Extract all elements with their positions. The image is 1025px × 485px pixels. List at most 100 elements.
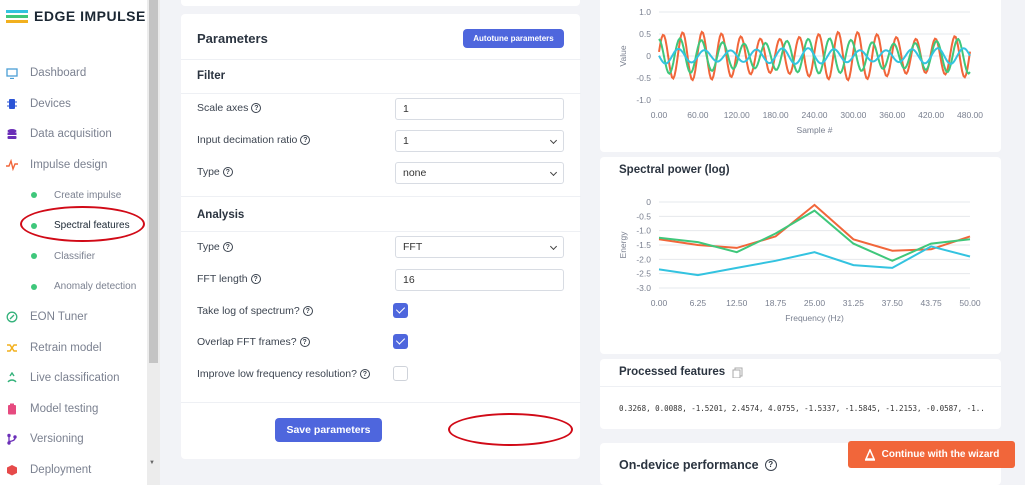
x-tick-label: 31.25 (843, 298, 865, 308)
x-tick-label: 60.00 (687, 110, 709, 120)
help-icon[interactable]: ? (764, 459, 777, 471)
scroll-down-arrow-icon[interactable]: ▼ (149, 460, 155, 466)
fft-length-input[interactable]: 16 (395, 269, 564, 291)
x-tick-label: 480.00 (957, 110, 983, 120)
x-tick-label: 420.00 (918, 110, 944, 120)
sidebar-item-create-impulse[interactable]: Create impulse (0, 180, 147, 211)
series-line (658, 47, 971, 65)
sidebar-item-label: Model testing (30, 402, 99, 415)
spectral-power-chart: 0 -0.5 -1.0 -1.5 -2.0 -2.5 -3.00.00 6.25 12.50 18… (618, 197, 981, 323)
help-icon[interactable]: ? (222, 242, 233, 252)
series-line (658, 209, 971, 262)
branch-icon (6, 433, 18, 445)
divider (181, 231, 581, 232)
x-tick-label: 37.50 (882, 298, 904, 308)
sidebar-item-label: Devices (30, 97, 71, 110)
sidebar-item-deployment[interactable]: Deployment (0, 455, 147, 485)
shuffle-icon (6, 342, 18, 354)
sidebar-item-label: Retrain model (30, 341, 102, 354)
y-axis-label: Value (618, 45, 628, 66)
continue-wizard-button[interactable]: Continue with the wizard (848, 441, 1015, 468)
sidebar-item-classifier[interactable]: Classifier (0, 241, 147, 272)
sidebar-scrollbar-thumb[interactable] (149, 0, 158, 363)
sidebar-item-label: Anomaly detection (54, 281, 137, 293)
status-dot-icon (31, 253, 37, 260)
x-tick-label: 18.75 (765, 298, 787, 308)
sidebar-item-impulse-design[interactable]: Impulse design (0, 150, 147, 181)
status-dot-icon (31, 283, 37, 290)
divider (600, 386, 1001, 387)
analysis-heading: Analysis (197, 209, 245, 221)
y-tick-label: 0.5 (639, 29, 651, 39)
sidebar-item-spectral-features[interactable]: Spectral features (0, 211, 147, 242)
sidebar-item-retrain-model[interactable]: Retrain model (0, 333, 147, 364)
improve-resolution-label: Improve low frequency resolution?? (197, 368, 370, 380)
y-tick-label: -0.5 (636, 73, 651, 83)
take-log-label: Take log of spectrum?? (197, 305, 313, 317)
previous-card-edge (181, 0, 580, 6)
sidebar-item-dashboard[interactable]: Dashboard (0, 58, 147, 89)
sidebar-item-devices[interactable]: Devices (0, 89, 147, 120)
filter-heading: Filter (197, 70, 226, 82)
x-tick-label: 120.00 (724, 110, 750, 120)
status-dot-icon (31, 222, 37, 229)
scale-axes-input[interactable]: 1 (395, 98, 564, 120)
overlap-fft-label: Overlap FFT frames?? (197, 336, 310, 348)
sidebar-item-versioning[interactable]: Versioning (0, 424, 147, 455)
logo[interactable]: EDGE IMPULSE (6, 8, 146, 24)
analysis-type-label: Type? (197, 241, 233, 253)
live-icon (6, 372, 18, 384)
help-icon[interactable]: ? (302, 306, 313, 316)
help-icon[interactable]: ? (299, 337, 310, 347)
divider (181, 196, 581, 197)
decimation-ratio-select[interactable]: 1 (395, 130, 564, 152)
sidebar-item-label: EON Tuner (30, 311, 88, 324)
processed-features-title: Processed features (619, 366, 726, 378)
y-tick-label: -1.0 (636, 95, 651, 105)
autotune-parameters-button[interactable]: Autotune parameters (463, 29, 564, 48)
sidebar-item-label: Data acquisition (30, 128, 112, 141)
y-tick-label: -2.5 (636, 269, 651, 279)
analysis-type-select[interactable]: FFT (395, 236, 564, 258)
spectral-power-title: Spectral power (log) (619, 164, 730, 176)
y-tick-label: -1.0 (636, 226, 651, 236)
series-line (658, 30, 971, 82)
sidebar-item-data-acquisition[interactable]: Data acquisition (0, 119, 147, 150)
filter-type-select[interactable]: none (395, 162, 564, 184)
sidebar-item-label: Deployment (30, 463, 92, 476)
database-icon (6, 128, 18, 140)
x-tick-label: 360.00 (879, 110, 905, 120)
x-tick-label: 300.00 (840, 110, 866, 120)
filter-type-label: Type? (197, 166, 233, 178)
help-icon[interactable]: ? (222, 167, 233, 177)
sidebar-item-anomaly-detection[interactable]: Anomaly detection (0, 272, 147, 303)
y-tick-label: 0 (646, 197, 651, 207)
sidebar-nav: Dashboard Devices Data acquisition Impulse … (0, 58, 147, 485)
processed-features-values: 0.3268, 0.0088, -1.5201, 2.4574, 4.0755,… (619, 404, 985, 413)
sidebar-item-label: Dashboard (30, 67, 87, 80)
logo-text: EDGE IMPULSE (34, 8, 146, 24)
x-tick-label: 12.50 (726, 298, 748, 308)
take-log-checkbox[interactable] (393, 303, 408, 318)
x-axis-label: Frequency (Hz) (785, 313, 844, 323)
help-icon[interactable]: ? (250, 274, 261, 284)
save-parameters-button[interactable]: Save parameters (275, 418, 382, 442)
sidebar-item-label: Create impulse (54, 189, 122, 201)
help-icon[interactable]: ? (251, 103, 262, 113)
improve-resolution-checkbox[interactable] (393, 366, 408, 381)
raw-data-chart: 1.0 0.5 0 -0.5 -1.00.00 60.00 120.00 180.00 240.… (618, 7, 983, 135)
help-icon[interactable]: ? (359, 369, 370, 379)
overlap-fft-checkbox[interactable] (393, 334, 408, 349)
x-tick-label: 25.00 (804, 298, 826, 308)
help-icon[interactable]: ? (300, 135, 311, 145)
copy-icon[interactable] (732, 367, 743, 378)
on-device-performance-title: On-device performance (619, 458, 759, 472)
series-line (658, 245, 971, 277)
spectral-power-card: 0 -0.5 -1.0 -1.5 -2.0 -2.5 -3.0 0.00 6.25 12.50 18… (600, 157, 1001, 354)
divider (181, 402, 581, 403)
on-device-performance-header: On-device performance ? (619, 458, 777, 472)
sidebar-item-eon-tuner[interactable]: EON Tuner (0, 302, 147, 333)
sidebar-item-live-classification[interactable]: Live classification (0, 363, 147, 394)
pulse-icon (6, 158, 18, 171)
sidebar-item-model-testing[interactable]: Model testing (0, 394, 147, 425)
